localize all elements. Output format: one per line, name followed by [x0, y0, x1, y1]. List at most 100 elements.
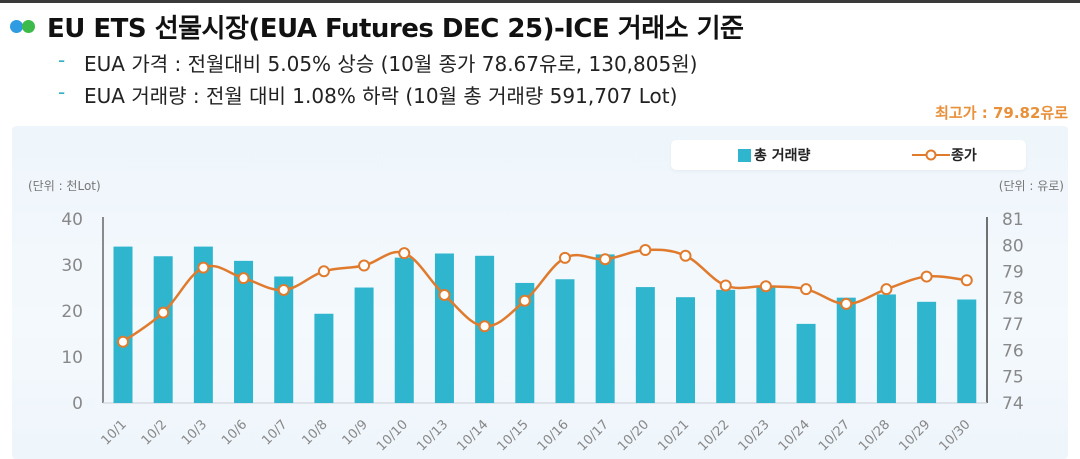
x-axis-label: 10/27	[816, 417, 853, 454]
close-price-point	[317, 265, 330, 278]
left-axis-tick: 40	[61, 210, 83, 230]
x-axis-label: 10/30	[937, 417, 974, 454]
right-axis-tick: 80	[1002, 236, 1024, 256]
close-price-point	[800, 283, 813, 296]
close-price-point	[759, 280, 772, 293]
volume-summary: - EUA 거래량 : 전월 대비 1.08% 하락 (10월 총 거래량 59…	[58, 80, 677, 109]
close-price-point	[679, 249, 692, 262]
x-axis-label: 10/20	[615, 417, 652, 454]
volume-bar	[193, 246, 213, 403]
close-price-point	[960, 274, 973, 287]
price-summary: - EUA 가격 : 전월대비 5.05% 상승 (10월 종가 78.67유로…	[58, 48, 697, 77]
x-axis-label: 10/29	[896, 417, 933, 454]
close-price-point	[358, 259, 371, 272]
volume-bar	[836, 297, 856, 403]
close-price-point	[478, 320, 491, 333]
left-axis-tick: 10	[61, 348, 83, 368]
green-dot-icon	[22, 19, 35, 33]
volume-bar	[113, 246, 133, 403]
legend-label-volume: 총 거래량	[754, 148, 811, 164]
bullet-marker: -	[58, 80, 66, 104]
volume-bar	[555, 279, 575, 403]
page-title: EU ETS 선물시장(EUA Futures DEC 25)-ICE 거래소 …	[47, 13, 744, 44]
volume-bar	[957, 299, 977, 403]
top-border	[0, 0, 1080, 3]
close-price-point	[920, 270, 933, 283]
close-price-point	[518, 294, 531, 307]
volume-bar	[394, 257, 414, 403]
price-summary-text: EUA 가격 : 전월대비 5.05% 상승 (10월 종가 78.67유로, …	[84, 52, 698, 76]
left-axis-tick: 30	[61, 256, 83, 276]
x-axis-label: 10/24	[776, 417, 813, 454]
close-price-point	[157, 306, 170, 319]
close-price-point	[639, 244, 652, 257]
close-price-point	[197, 261, 210, 274]
x-axis-label: 10/3	[179, 417, 210, 448]
line-marker-swatch-icon	[912, 149, 950, 161]
x-axis-label: 10/6	[219, 417, 250, 448]
volume-bar	[876, 294, 896, 403]
x-axis-label: 10/13	[414, 417, 451, 454]
x-axis-label: 10/21	[655, 417, 692, 454]
right-axis-tick: 75	[1002, 368, 1024, 388]
x-axis-label: 10/9	[340, 417, 371, 448]
volume-bar	[274, 276, 294, 403]
close-price-point	[840, 297, 853, 310]
right-axis-tick: 79	[1002, 263, 1024, 283]
volume-bar	[354, 287, 374, 403]
right-axis-tick: 74	[1002, 394, 1024, 414]
legend-label-close: 종가	[951, 148, 977, 164]
title-row: EU ETS 선물시장(EUA Futures DEC 25)-ICE 거래소 …	[10, 8, 744, 44]
right-axis-tick: 76	[1002, 341, 1024, 361]
x-axis-label: 10/17	[575, 417, 612, 454]
volume-bar	[796, 323, 816, 403]
close-price-point	[880, 283, 893, 296]
right-axis-tick: 81	[1002, 210, 1024, 230]
volume-bar	[153, 256, 173, 403]
close-price-point	[277, 283, 290, 296]
chart-legend: 총 거래량 종가	[671, 140, 1026, 170]
close-price-point	[558, 251, 571, 264]
x-axis-label: 10/14	[454, 417, 491, 454]
left-axis-tick: 0	[72, 394, 83, 414]
close-price-point	[599, 253, 612, 266]
left-axis-unit: (단위 : 천Lot)	[28, 179, 101, 193]
volume-summary-text: EUA 거래량 : 전월 대비 1.08% 하락 (10월 총 거래량 591,…	[84, 84, 678, 108]
max-price-label: 최고가 : 79.82유로	[935, 104, 1068, 122]
x-axis-label: 10/28	[856, 417, 893, 454]
x-axis-label: 10/15	[495, 417, 532, 454]
close-price-point	[117, 335, 129, 348]
close-price-line	[122, 248, 967, 343]
x-axis-label: 10/8	[299, 417, 330, 448]
close-price-point	[719, 279, 732, 292]
right-axis-tick: 78	[1002, 289, 1024, 309]
close-price-point	[438, 288, 451, 301]
left-axis-tick: 20	[61, 302, 83, 322]
bullet-marker: -	[58, 48, 66, 72]
x-axis-label: 10/16	[535, 417, 572, 454]
x-axis-label: 10/23	[736, 417, 773, 454]
legend-item-volume: 총 거래량	[738, 140, 810, 170]
volume-bar	[716, 289, 736, 403]
volume-bar	[676, 297, 696, 403]
x-axis-label: 10/10	[374, 417, 411, 454]
legend-item-close: 종가	[911, 140, 977, 170]
right-axis-tick: 77	[1002, 315, 1024, 335]
volume-bar	[314, 313, 334, 403]
bar-swatch-icon	[738, 148, 751, 162]
x-axis-label: 10/22	[695, 417, 732, 454]
volume-bar	[635, 287, 655, 403]
x-axis-label: 10/1	[99, 417, 130, 448]
volume-bar	[756, 287, 776, 403]
blue-dot-icon	[10, 19, 23, 33]
volume-bar	[595, 254, 615, 403]
volume-bar	[234, 260, 254, 403]
right-axis-unit: (단위 : 유로)	[998, 179, 1064, 193]
volume-bar	[515, 282, 535, 403]
close-price-point	[237, 272, 250, 285]
x-axis-label: 10/7	[259, 417, 290, 448]
x-axis-label: 10/2	[139, 417, 170, 448]
close-price-point	[398, 247, 411, 260]
volume-bar	[434, 253, 454, 403]
